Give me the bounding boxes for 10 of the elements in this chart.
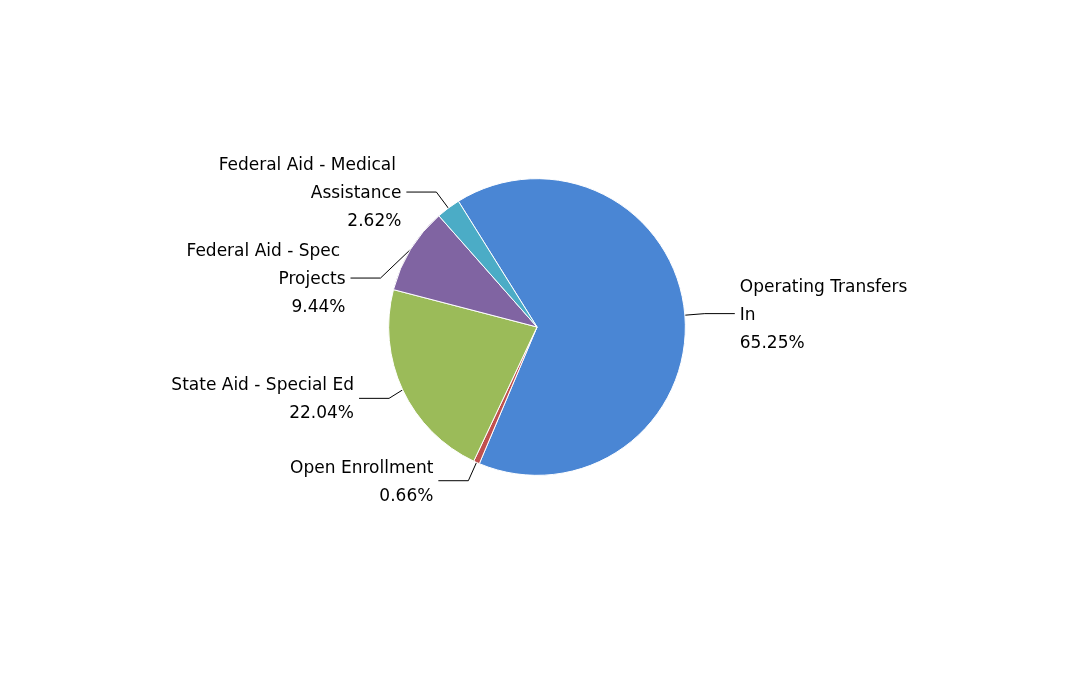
slice-label: Federal Aid - Spec Projects — [186, 240, 346, 289]
data-label: 65.25% — [739, 331, 805, 352]
slice-label: Operating Transfers In — [739, 275, 913, 324]
slice-label: Federal Aid - Medical Assistance — [218, 154, 402, 203]
data-label: 2.62% — [347, 210, 402, 231]
data-label: 22.04% — [289, 402, 355, 423]
slice-label: Open Enrollment — [290, 456, 434, 477]
data-label: 9.44% — [291, 296, 346, 317]
slice-label: State Aid - Special Ed — [171, 374, 355, 395]
data-label: 0.66% — [379, 484, 434, 505]
